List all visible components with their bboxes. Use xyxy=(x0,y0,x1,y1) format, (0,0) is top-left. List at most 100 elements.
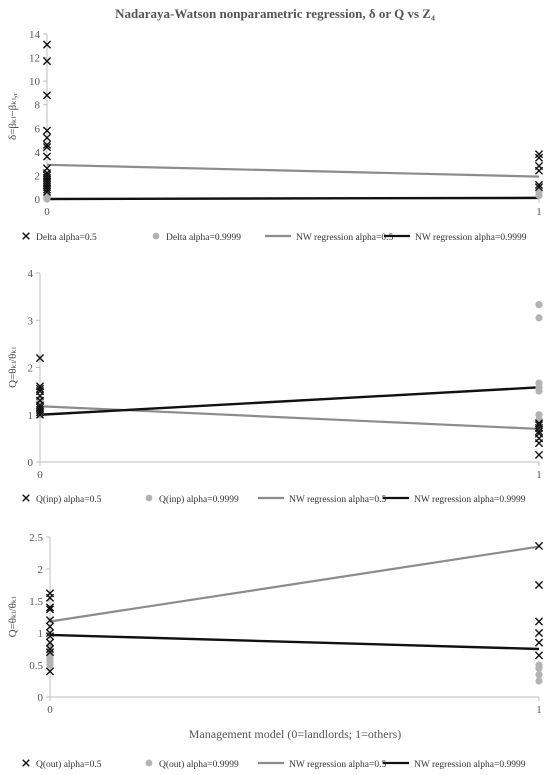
cross-stroke xyxy=(42,140,52,149)
legend-label: NW regression alpha=0.5 xyxy=(289,760,387,770)
data-point-cross xyxy=(42,143,52,152)
y-tick-label: 2 xyxy=(35,170,41,182)
x-tick-label: 1 xyxy=(536,206,542,218)
legend-label: NW regression alpha=0.9999 xyxy=(414,495,526,505)
data-point-cross xyxy=(534,651,544,660)
data-point-cross xyxy=(35,408,45,417)
cross-stroke xyxy=(42,143,52,152)
legend-item: NW regression alpha=0.5 xyxy=(265,233,394,243)
y-tick-label: 2 xyxy=(38,564,44,576)
data-point-cross xyxy=(534,450,544,460)
y-tick-label: 4 xyxy=(35,147,41,159)
cross-stroke xyxy=(534,541,544,551)
y-tick-label: 12 xyxy=(29,53,40,65)
data-point-cross xyxy=(534,628,544,638)
cross-stroke xyxy=(534,180,544,189)
legend-marker-dot xyxy=(145,759,153,767)
data-point-cross xyxy=(45,638,55,647)
data-point-cross xyxy=(35,353,45,363)
legend-marker-cross xyxy=(22,232,30,240)
y-tick-label: 14 xyxy=(29,29,41,41)
cross-stroke xyxy=(534,638,544,647)
data-point-dot xyxy=(535,314,543,322)
legend-label: Q(out) alpha=0.9999 xyxy=(159,759,239,770)
data-point-dot xyxy=(535,301,543,309)
cross-stroke xyxy=(42,187,52,197)
data-point-cross xyxy=(534,166,544,175)
data-point-cross xyxy=(45,667,55,676)
cross-stroke xyxy=(22,232,30,240)
y-tick-label: 1 xyxy=(38,628,44,640)
legend-item: Delta alpha=0.5 xyxy=(22,232,97,243)
data-point-cross xyxy=(534,617,544,626)
cross-stroke xyxy=(45,648,55,657)
legend-label: Delta alpha=0.9999 xyxy=(166,233,241,243)
figure-title: Nadaraya-Watson nonparametric regression… xyxy=(115,6,435,21)
cross-stroke xyxy=(22,494,30,502)
legend: Q(out) alpha=0.5 Q(out) alpha=0.9999 NW re… xyxy=(22,759,526,770)
legend-item: Delta alpha=0.9999 xyxy=(152,232,241,243)
cross-stroke xyxy=(534,450,544,460)
y-axis-title: δ=βₖₗ−βₖₗ,ᵣ xyxy=(7,92,19,140)
data-point-cross xyxy=(45,632,55,641)
nw-regression-line xyxy=(49,633,540,651)
legend-item: Q(out) alpha=0.5 xyxy=(22,759,102,770)
y-tick-label: 0.5 xyxy=(29,660,43,672)
cross-stroke xyxy=(35,353,45,363)
legend-item: NW regression alpha=0.9999 xyxy=(383,760,526,770)
data-point-cross xyxy=(534,153,544,162)
data-point-dot xyxy=(535,671,543,679)
cross-stroke xyxy=(35,410,45,419)
legend-marker-dot xyxy=(145,494,153,502)
legend-label: Q(inp) alpha=0.5 xyxy=(36,494,102,505)
legend-label: NW regression alpha=0.9999 xyxy=(415,233,527,243)
cross-stroke xyxy=(534,617,544,626)
legend-label: NW regression alpha=0.5 xyxy=(296,233,394,243)
data-point-dot xyxy=(535,677,543,685)
data-point-cross xyxy=(42,133,52,142)
cross-stroke xyxy=(42,57,52,66)
data-point-cross xyxy=(42,126,52,135)
data-point-cross xyxy=(42,91,52,100)
data-point-cross xyxy=(42,185,52,194)
legend-marker-cross xyxy=(22,494,30,502)
legend-label: Delta alpha=0.5 xyxy=(36,233,97,243)
y-tick-label: 10 xyxy=(29,76,41,88)
cross-stroke xyxy=(45,632,55,641)
cross-stroke xyxy=(534,183,544,192)
cross-stroke xyxy=(534,427,544,436)
legend-item: Q(out) alpha=0.9999 xyxy=(145,759,239,770)
y-axis-title: Q=θₖₗ/θₖₗ xyxy=(7,347,19,388)
cross-stroke xyxy=(42,152,52,161)
legend-label: NW regression alpha=0.5 xyxy=(289,495,387,505)
y-tick-label: 2 xyxy=(28,363,34,375)
data-point-cross xyxy=(534,638,544,647)
nw-regression-line xyxy=(39,386,540,416)
data-point-cross xyxy=(42,152,52,161)
legend-item: Q(inp) alpha=0.9999 xyxy=(145,494,239,505)
y-tick-label: 0 xyxy=(38,692,44,704)
data-point-dot xyxy=(535,664,543,672)
data-point-cross xyxy=(45,648,55,657)
cross-stroke xyxy=(534,628,544,638)
cross-stroke xyxy=(534,421,544,430)
cross-stroke xyxy=(42,126,52,135)
cross-stroke xyxy=(42,91,52,100)
cross-stroke xyxy=(42,185,52,194)
cross-stroke xyxy=(534,439,544,448)
x-tick-label: 1 xyxy=(536,704,542,716)
cross-stroke xyxy=(35,384,45,393)
legend-item: NW regression alpha=0.9999 xyxy=(383,495,526,505)
legend-item: NW regression alpha=0.9999 xyxy=(384,233,527,243)
cross-stroke xyxy=(45,593,55,602)
x-axis-title: Management model (0=landlords; 1=others) xyxy=(189,727,401,741)
cross-stroke xyxy=(42,40,52,49)
x-tick-label: 1 xyxy=(536,469,542,481)
data-point-cross xyxy=(42,40,52,49)
cross-stroke xyxy=(534,580,544,590)
cross-stroke xyxy=(35,408,45,417)
data-point-cross xyxy=(45,605,55,614)
